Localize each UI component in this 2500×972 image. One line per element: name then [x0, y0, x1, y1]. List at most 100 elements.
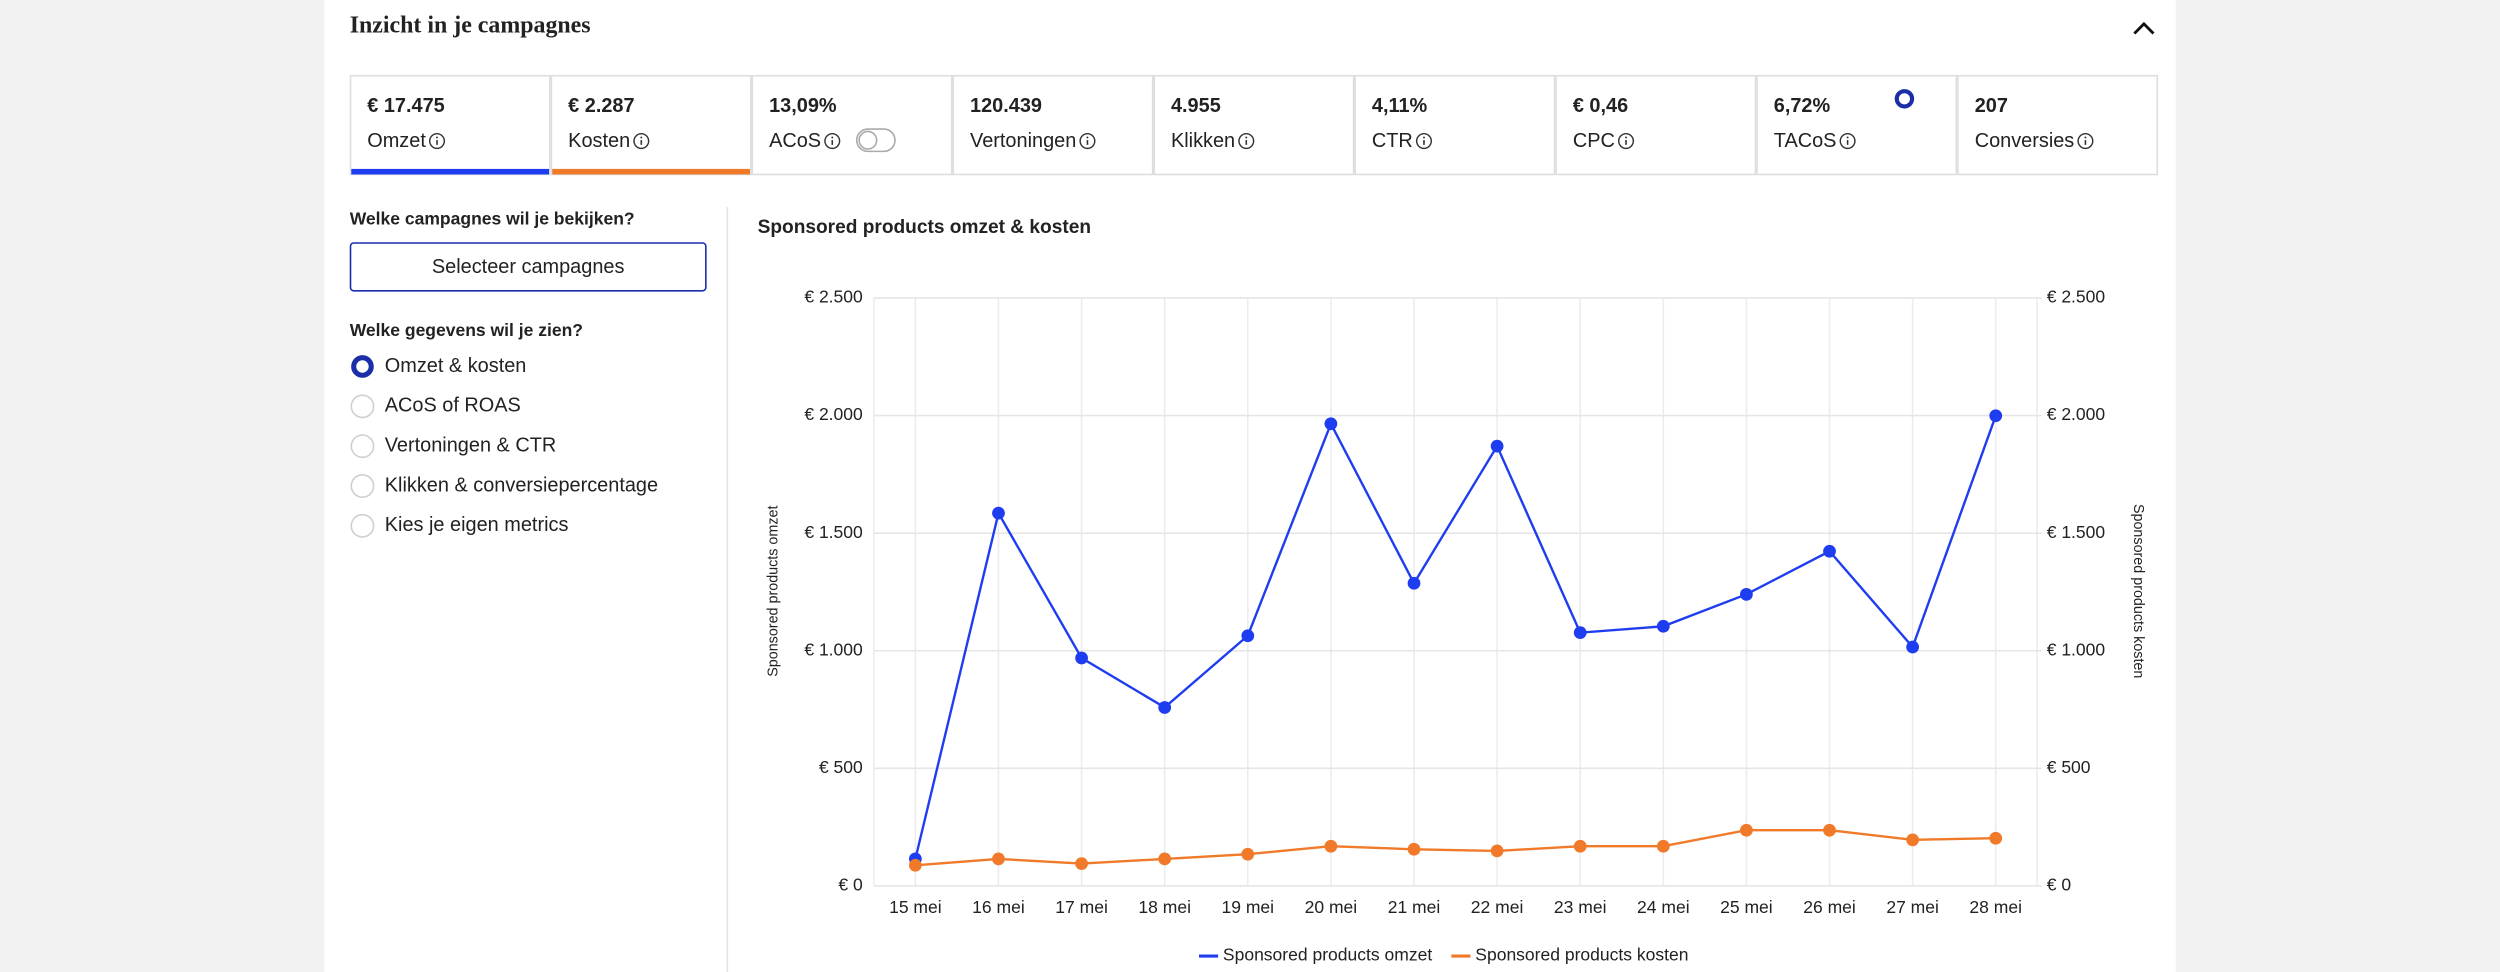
- x-tick-label: 22 mei: [1471, 897, 1524, 917]
- y2-tick-label: € 500: [2047, 757, 2091, 777]
- x-tick-label: 25 mei: [1720, 897, 1773, 917]
- metric-tile[interactable]: [1555, 74, 1757, 176]
- data-point: [1656, 839, 1670, 853]
- radio[interactable]: [350, 434, 375, 459]
- collapse-chevron[interactable]: [2133, 21, 2155, 35]
- data-point: [1158, 701, 1172, 714]
- radio-label: Kies je eigen metrics: [385, 514, 569, 536]
- info-icon-dot: [1846, 136, 1849, 139]
- metric-tile[interactable]: [1354, 74, 1556, 176]
- y2-tick-label: € 0: [2047, 875, 2072, 895]
- y2-tick-label: € 2.500: [2047, 287, 2106, 307]
- x-tick-label: 20 mei: [1305, 897, 1358, 917]
- info-icon: [633, 132, 650, 150]
- data-point: [1075, 857, 1088, 870]
- y2-tick-label: € 1.500: [2047, 522, 2106, 542]
- metric-label: Omzet: [367, 130, 426, 152]
- metric-label: Conversies: [1975, 130, 2075, 152]
- data-point: [1573, 839, 1587, 853]
- info-icon-dot: [1423, 136, 1425, 139]
- y-axis-title: Sponsored products omzet: [765, 506, 781, 677]
- info-icon: [1415, 132, 1433, 150]
- button-label: Selecteer campagnes: [432, 256, 625, 278]
- data-point: [992, 852, 1005, 866]
- y2-axis-title: Sponsored products kosten: [2130, 504, 2146, 678]
- chart-title: Sponsored products omzet & kosten: [758, 217, 1091, 238]
- metric-value: € 0,46: [1573, 95, 1628, 117]
- metric-tile[interactable]: [952, 74, 1154, 176]
- metric-underline: [351, 168, 550, 175]
- info-icon: [1839, 132, 1856, 150]
- radio[interactable]: [350, 513, 375, 538]
- metric-value: 4.955: [1171, 95, 1221, 117]
- metric-value: 13,09%: [769, 95, 837, 117]
- radio-label: Vertoningen & CTR: [385, 434, 557, 456]
- info-icon: [428, 132, 446, 150]
- metric-label: Vertoningen: [970, 130, 1076, 152]
- metric-tile[interactable]: [751, 74, 953, 176]
- metric-value: 4,11%: [1372, 95, 1428, 117]
- select-button[interactable]: [349, 242, 707, 292]
- data-point: [1324, 417, 1338, 431]
- x-tick-label: 24 mei: [1637, 897, 1690, 917]
- data-point: [1906, 833, 1920, 847]
- data-point: [1823, 823, 1836, 837]
- data-point: [1407, 576, 1421, 590]
- data-point: [1490, 439, 1504, 453]
- data-point: [1656, 619, 1670, 633]
- info-icon-dot: [1245, 136, 1248, 139]
- metric-label: CTR: [1372, 130, 1413, 152]
- legend-label: Sponsored products omzet: [1223, 945, 1432, 965]
- y-tick-label: € 2.500: [804, 287, 863, 307]
- metric-label: TACoS: [1774, 130, 1837, 152]
- question: Welke campagnes wil je bekijken?: [350, 209, 635, 229]
- y-tick-label: € 500: [819, 757, 863, 777]
- info-icon: [824, 132, 841, 150]
- metric-tile[interactable]: [550, 74, 752, 176]
- y-tick-label: € 1.500: [804, 522, 863, 542]
- series-line: [915, 829, 1996, 867]
- x-tick-label: 26 mei: [1803, 897, 1856, 917]
- info-icon: [1079, 132, 1096, 150]
- info-icon-dot: [2084, 136, 2087, 139]
- metric-tile[interactable]: [1756, 74, 1958, 176]
- radio[interactable]: [350, 474, 375, 498]
- data-point: [1075, 651, 1088, 665]
- metric-tile[interactable]: [1153, 74, 1355, 176]
- info-icon: [1617, 132, 1635, 150]
- radio-label: ACoS of ROAS: [385, 395, 521, 417]
- y-tick-label: € 2.000: [804, 404, 863, 424]
- metric-value: 120.439: [970, 95, 1042, 117]
- x-tick-label: 27 mei: [1886, 897, 1939, 917]
- data-point: [1989, 409, 2003, 423]
- radio[interactable]: [350, 394, 375, 419]
- legend-label: Sponsored products kosten: [1475, 945, 1688, 965]
- data-point: [1740, 587, 1753, 601]
- info-icon: [1238, 132, 1255, 150]
- x-tick-label: 17 mei: [1055, 897, 1108, 917]
- metric-tile[interactable]: [349, 74, 551, 176]
- info-icon-dot: [436, 136, 438, 139]
- section-title: Inzicht in je campagnes: [350, 13, 591, 39]
- metric-label: ACoS: [769, 130, 821, 152]
- data-point: [1823, 544, 1836, 558]
- y2-tick-label: € 2.000: [2047, 404, 2106, 424]
- data-point: [1324, 839, 1338, 853]
- metric-label: CPC: [1573, 130, 1615, 152]
- metric-underline: [552, 168, 750, 175]
- x-tick-label: 19 mei: [1222, 897, 1275, 917]
- data-point: [1490, 844, 1504, 858]
- metric-tile[interactable]: [1957, 74, 2159, 176]
- data-point: [1241, 629, 1255, 643]
- radio-selected[interactable]: [351, 355, 374, 378]
- x-tick-label: 18 mei: [1138, 897, 1191, 917]
- info-icon-dot: [1086, 136, 1089, 139]
- x-tick-label: 28 mei: [1969, 897, 2022, 917]
- metric-value: € 2.287: [568, 95, 634, 117]
- x-tick-label: 23 mei: [1554, 897, 1607, 917]
- data-point: [1906, 640, 1920, 654]
- metric-label: Kosten: [568, 130, 630, 152]
- metric-value: 6,72%: [1774, 95, 1831, 117]
- data-point: [909, 858, 922, 872]
